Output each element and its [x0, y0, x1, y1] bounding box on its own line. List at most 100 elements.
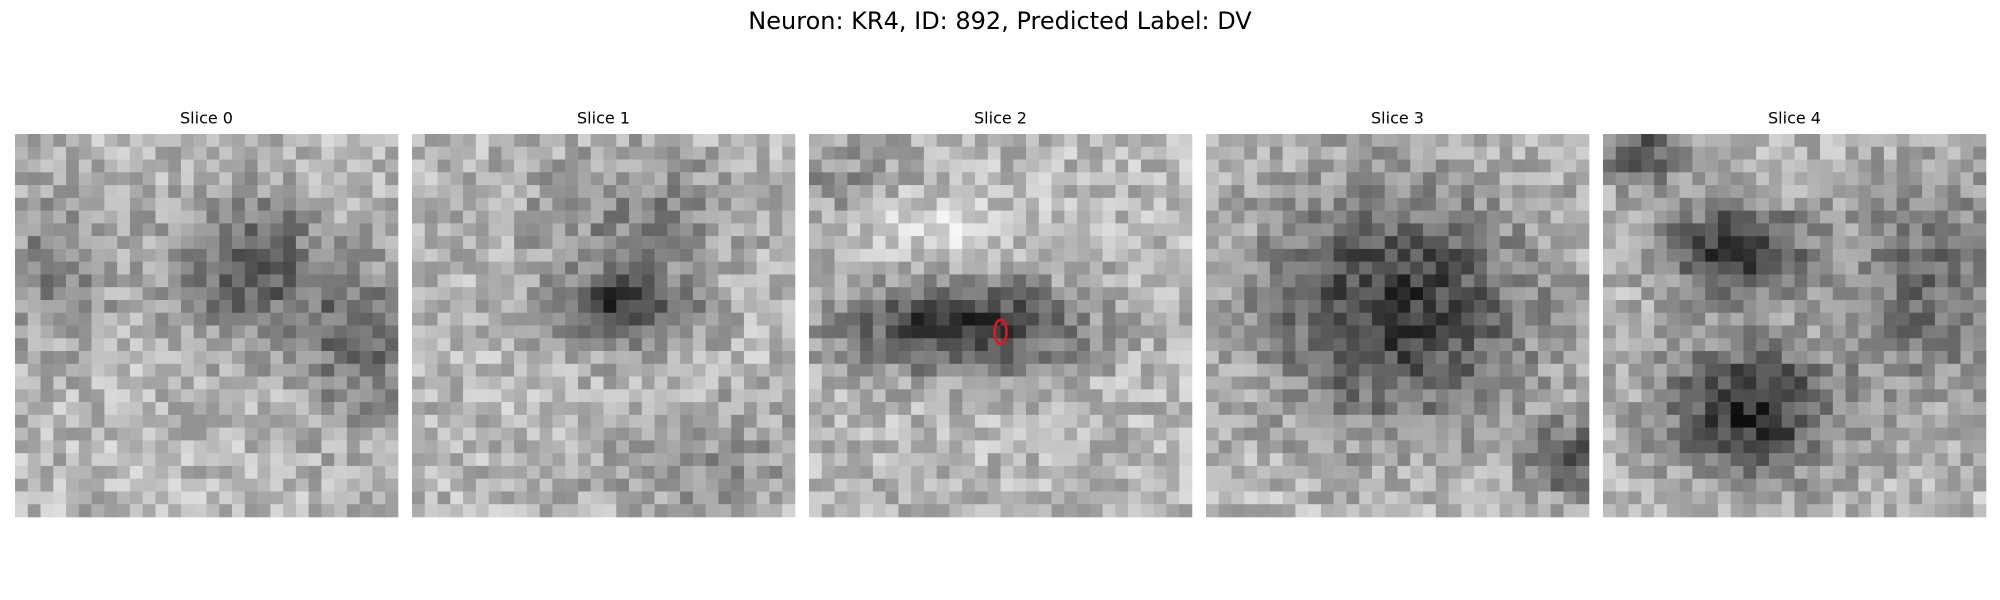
pixel: [1333, 210, 1347, 224]
pixel: [1448, 274, 1462, 288]
pixel: [743, 465, 757, 479]
pixel: [501, 236, 515, 250]
pixel: [129, 504, 143, 518]
pixel: [1115, 185, 1129, 199]
pixel: [539, 504, 553, 518]
pixel: [1333, 376, 1347, 390]
pixel: [463, 376, 477, 390]
pixel: [885, 440, 899, 454]
pixel: [1756, 261, 1770, 275]
pixel: [565, 134, 579, 148]
pixel: [654, 287, 668, 301]
pixel: [1922, 440, 1936, 454]
pixel: [1359, 389, 1373, 403]
pixel: [1563, 491, 1577, 505]
pixel: [321, 491, 335, 505]
pixel: [283, 402, 297, 416]
pixel: [1282, 159, 1296, 173]
pixel: [1909, 248, 1923, 262]
pixel: [372, 363, 386, 377]
pixel: [680, 453, 694, 467]
pixel: [1947, 312, 1961, 326]
pixel: [1871, 274, 1885, 288]
pixel: [1128, 389, 1142, 403]
pixel: [463, 389, 477, 403]
pixel: [1128, 248, 1142, 262]
pixel: [1820, 312, 1834, 326]
pixel: [501, 210, 515, 224]
pixel: [1499, 274, 1513, 288]
pixel: [1077, 427, 1091, 441]
pixel: [1883, 478, 1897, 492]
pixel: [1871, 465, 1885, 479]
pixel: [1896, 465, 1910, 479]
pixel: [257, 223, 271, 237]
pixel: [1474, 351, 1488, 365]
pixel: [1089, 299, 1103, 314]
pixel: [1140, 159, 1154, 173]
pixel: [1486, 223, 1500, 237]
pixel: [590, 223, 604, 237]
pixel: [40, 478, 54, 492]
pixel: [334, 248, 348, 262]
pixel: [1384, 261, 1398, 275]
pixel: [27, 197, 41, 211]
pixel: [667, 325, 681, 339]
pixel: [372, 389, 386, 403]
pixel: [1705, 261, 1719, 275]
pixel: [66, 363, 80, 377]
pixel: [1666, 325, 1680, 339]
pixel: [1140, 478, 1154, 492]
pixel: [168, 465, 182, 479]
pixel: [1423, 363, 1437, 377]
pixel: [641, 299, 655, 314]
pixel: [1397, 312, 1411, 326]
pixel: [718, 134, 732, 148]
pixel: [1883, 185, 1897, 199]
pixel: [1371, 427, 1386, 441]
pixel: [1512, 402, 1526, 416]
pixel: [1896, 210, 1910, 224]
pixel: [1282, 223, 1296, 237]
pixel: [705, 376, 719, 390]
pixel: [346, 325, 360, 339]
pixel: [1922, 465, 1936, 479]
pixel: [219, 261, 233, 275]
pixel: [743, 478, 757, 492]
pixel: [385, 478, 399, 492]
pixel: [1615, 351, 1629, 365]
pixel: [1743, 325, 1757, 339]
pixel: [1282, 363, 1296, 377]
pixel: [180, 402, 195, 416]
pixel: [66, 210, 80, 224]
pixel: [168, 402, 182, 416]
pixel: [437, 248, 451, 262]
pixel: [219, 376, 233, 390]
pixel: [949, 197, 963, 211]
pixel: [91, 159, 105, 173]
pixel: [987, 427, 1001, 441]
pixel: [756, 402, 770, 416]
pixel: [1934, 134, 1948, 148]
pixel: [1781, 261, 1795, 275]
pixel: [193, 363, 207, 377]
pixel: [514, 248, 528, 262]
pixel: [1832, 338, 1846, 352]
pixel: [1499, 504, 1513, 518]
pixel: [1858, 351, 1872, 365]
pixel: [334, 478, 348, 492]
pixel: [1845, 376, 1859, 390]
pixel: [526, 491, 540, 505]
pixel: [1435, 159, 1449, 173]
pixel: [1807, 223, 1821, 237]
pixel: [1474, 287, 1488, 301]
pixel: [1692, 185, 1706, 199]
pixel: [923, 402, 937, 416]
pixel: [168, 325, 182, 339]
pixel: [1295, 146, 1309, 160]
pixel: [193, 440, 207, 454]
pixel: [782, 478, 796, 492]
pixel: [27, 223, 41, 237]
pixel: [91, 504, 105, 518]
pixel: [1756, 185, 1770, 199]
